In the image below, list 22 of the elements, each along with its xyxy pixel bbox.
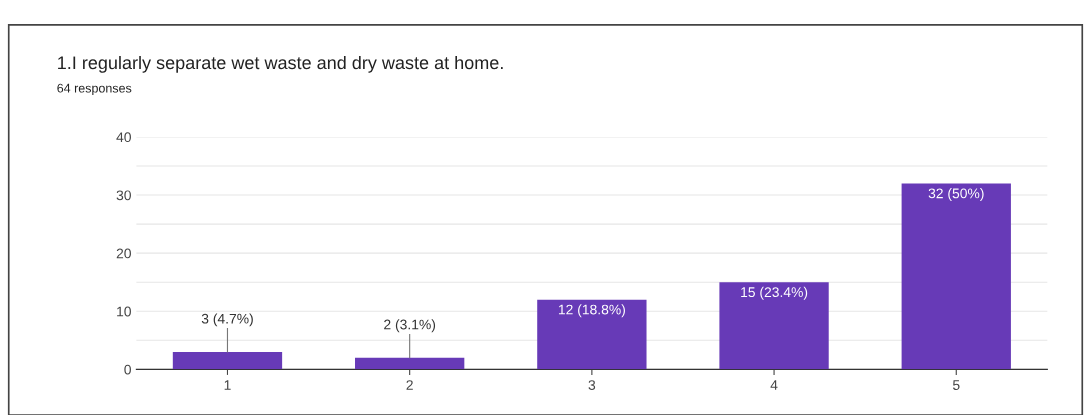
x-tick-label: 5 bbox=[952, 380, 960, 390]
bar bbox=[901, 183, 1011, 370]
x-tick-label: 2 bbox=[406, 380, 413, 390]
x-tick-label: 1 bbox=[224, 380, 231, 390]
bar bbox=[172, 351, 283, 370]
data-label: 32 (50%) bbox=[928, 188, 984, 202]
data-label: 12 (18.8%) bbox=[558, 304, 625, 318]
y-tick-label: 30 bbox=[116, 190, 131, 201]
chart-subtitle: 64 responses bbox=[57, 83, 132, 96]
x-tick-label: 3 bbox=[588, 380, 596, 390]
x-tick-label: 4 bbox=[770, 380, 778, 390]
y-tick-label: 40 bbox=[116, 132, 131, 143]
bar bbox=[355, 357, 465, 370]
data-label: 2 (3.1%) bbox=[384, 319, 436, 333]
data-label: 3 (4.7%) bbox=[201, 313, 253, 327]
y-tick-label: 0 bbox=[124, 364, 131, 375]
bar bbox=[537, 299, 647, 370]
data-label: 15 (23.4%) bbox=[741, 286, 808, 300]
y-tick-label: 20 bbox=[116, 248, 131, 259]
bar bbox=[719, 282, 829, 370]
y-tick-label: 10 bbox=[117, 306, 131, 317]
chart-title: 1.I regularly separate wet waste and dry waste at home. bbox=[58, 55, 503, 73]
